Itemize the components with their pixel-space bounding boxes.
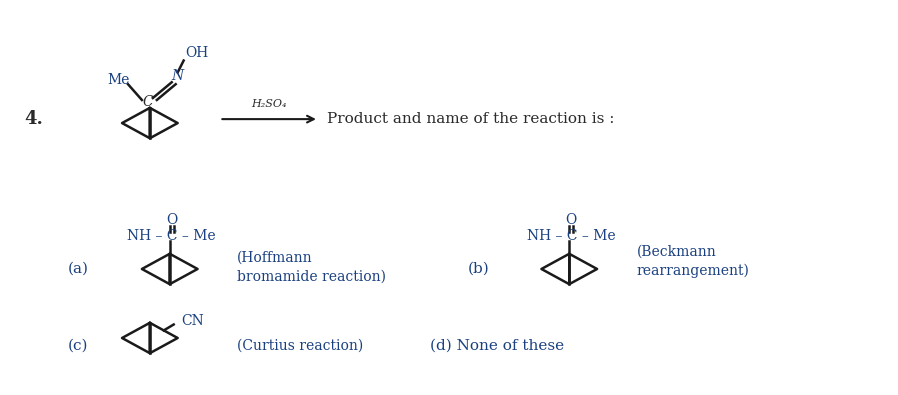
Text: (Beckmann
rearrangement): (Beckmann rearrangement) — [637, 245, 750, 278]
Text: CN: CN — [181, 314, 205, 327]
Text: NH – C – Me: NH – C – Me — [527, 229, 615, 243]
Text: (a): (a) — [67, 262, 88, 276]
Text: Product and name of the reaction is :: Product and name of the reaction is : — [327, 112, 614, 126]
Text: N: N — [172, 70, 184, 83]
Text: (Hoffmann
bromamide reaction): (Hoffmann bromamide reaction) — [237, 251, 386, 283]
Text: O: O — [166, 213, 177, 227]
Text: (d) None of these: (d) None of these — [430, 339, 564, 353]
Text: (Curtius reaction): (Curtius reaction) — [237, 339, 364, 353]
Text: C: C — [143, 95, 154, 109]
Text: NH – C – Me: NH – C – Me — [128, 229, 216, 243]
Text: Me: Me — [107, 73, 129, 87]
Text: H₂SO₄: H₂SO₄ — [251, 99, 286, 109]
Text: 4.: 4. — [24, 110, 43, 128]
Text: (b): (b) — [468, 262, 489, 276]
Text: O: O — [566, 213, 577, 227]
Text: (c): (c) — [67, 339, 88, 353]
Text: OH: OH — [186, 46, 209, 60]
